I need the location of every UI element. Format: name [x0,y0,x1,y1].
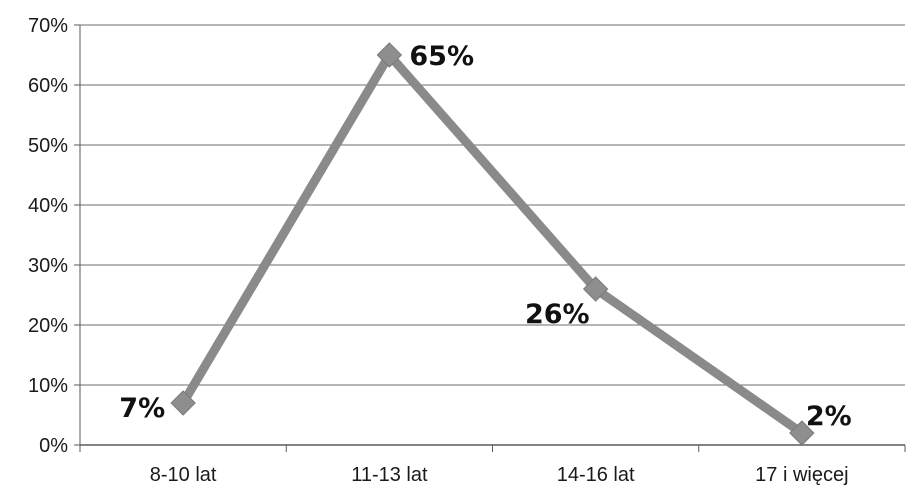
data-label: 65% [409,41,474,72]
gridlines [80,24,905,386]
y-tick-label: 20% [28,315,68,337]
y-tick-label: 70% [28,15,68,37]
data-point-marker [789,420,815,446]
data-point-marker [376,42,403,68]
y-axis-tick-labels: 0% 10% 20% 30% 40% 50% 60% 70% [28,15,68,457]
data-point-marker [170,390,196,416]
data-label: 7% [119,393,165,424]
data-labels: 7% 65% 26% 2% [119,41,851,432]
y-tick-label: 60% [28,75,68,97]
y-tick-label: 40% [28,195,68,217]
x-tick-label: 8-10 lat [150,464,217,486]
y-tick-label: 10% [28,375,68,397]
y-tick-label: 50% [28,135,68,157]
x-tick-label: 17 i więcej [755,464,848,486]
x-axis-tick-labels: 8-10 lat 11-13 lat 14-16 lat 17 i więcej [150,464,849,486]
series-markers [170,42,815,446]
axes [74,24,906,452]
y-tick-label: 30% [28,255,68,277]
series-line [178,50,807,438]
data-point-marker [582,276,609,302]
data-label: 26% [525,299,590,330]
x-tick-label: 14-16 lat [557,464,635,486]
x-tick-label: 11-13 lat [351,464,428,486]
data-label: 2% [806,401,852,432]
series-line [178,50,807,438]
y-tick-label: 0% [39,435,68,457]
